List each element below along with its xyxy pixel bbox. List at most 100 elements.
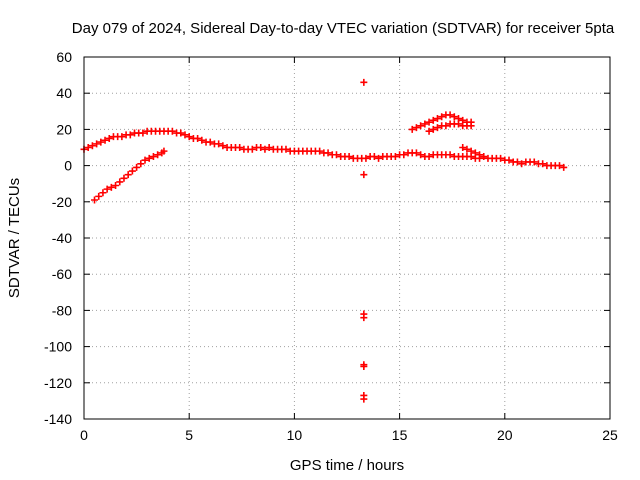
data-point [145,154,153,162]
data-point [467,122,475,130]
data-point [215,140,223,148]
data-point [476,151,484,159]
data-point [116,178,124,186]
data-point [450,113,458,121]
data-point [103,185,111,193]
x-tick-label: 10 [287,427,303,443]
data-point [316,147,324,155]
data-point [265,144,273,151]
y-tick-label: -120 [44,375,72,391]
series-upper-arc-0-4h [80,127,189,153]
data-point [467,147,475,155]
data-point [236,144,244,151]
data-point [530,158,538,166]
data-point [128,167,136,175]
data-point [505,156,513,164]
series-descending-5-7h [185,133,256,153]
data-point [177,129,185,137]
data-point [455,120,463,128]
data-point [124,171,132,179]
series-upper-arc-lower-branch [425,120,475,135]
data-point [375,154,383,162]
data-point [126,131,134,139]
x-tick-label: 15 [392,427,408,443]
data-point [480,153,488,161]
data-point [370,153,378,161]
data-point [120,174,128,182]
data-point [99,189,107,197]
y-axis-label: SDTVAR / TECUs [6,178,23,298]
data-point [497,154,505,162]
data-point [446,151,454,159]
data-point [429,125,437,133]
x-tick-label: 25 [602,427,618,443]
data-point [360,363,368,371]
y-tick-label: -40 [52,230,72,246]
data-point [560,163,568,171]
series-plateau-8-13h [253,144,366,162]
y-tick-label: 20 [56,121,72,137]
data-point [84,144,92,151]
data-point [421,120,429,128]
data-point [139,129,147,137]
data-point [518,160,526,168]
x-tick-label: 20 [497,427,513,443]
data-point [160,147,168,155]
data-point [141,156,149,164]
y-tick-label: -140 [44,411,72,427]
data-point [93,140,101,148]
data-point [463,145,471,153]
data-point [362,154,370,162]
data-point [168,127,176,135]
data-point [261,145,269,153]
y-tick-label: -20 [52,194,72,210]
y-tick-label: 60 [56,49,72,65]
data-point [360,314,368,322]
data-point [198,136,206,144]
chart-title: Day 079 of 2024, Sidereal Day-to-day VTE… [72,20,615,37]
data-point [360,171,368,179]
data-point [446,111,454,119]
data-point [360,78,368,86]
data-point [539,160,547,168]
axis-ticks [83,56,611,420]
data-point [194,134,202,142]
data-point [181,131,189,139]
data-point [513,158,521,166]
series-lower-rising-0.5-3.8h [91,147,168,204]
data-point [471,149,479,157]
x-tick-label: 0 [80,427,88,443]
data-point [438,113,446,121]
series-late-decline-18-23h [459,144,568,171]
data-point [101,136,109,144]
data-point [112,182,120,190]
data-point [417,122,425,130]
data-point [391,153,399,161]
data-point [417,151,425,159]
data-point [206,138,214,146]
data-point [412,149,420,157]
data-point [408,125,416,133]
data-point [219,142,227,150]
data-point [137,160,145,168]
y-tick-labels: 60 40 20 0 -20 -40 -60 -80 -100 -120 -140 [44,49,72,427]
series-upper-arc-15.5-18.5h [408,111,475,133]
data-point [345,153,353,161]
data-point [97,138,105,146]
data-point [107,183,115,191]
x-tick-labels: 0 5 10 15 20 25 [80,427,618,443]
data-point [400,151,408,159]
data-point [433,124,441,132]
data-point [257,144,265,151]
y-tick-label: 0 [64,158,72,174]
data-point [185,133,193,141]
y-tick-label: -80 [52,302,72,318]
y-tick-label: 40 [56,85,72,101]
x-tick-label: 5 [185,427,193,443]
data-point [442,122,450,130]
data-point [425,127,433,135]
data-point [425,118,433,126]
data-point [556,162,564,170]
data-point [154,151,162,159]
